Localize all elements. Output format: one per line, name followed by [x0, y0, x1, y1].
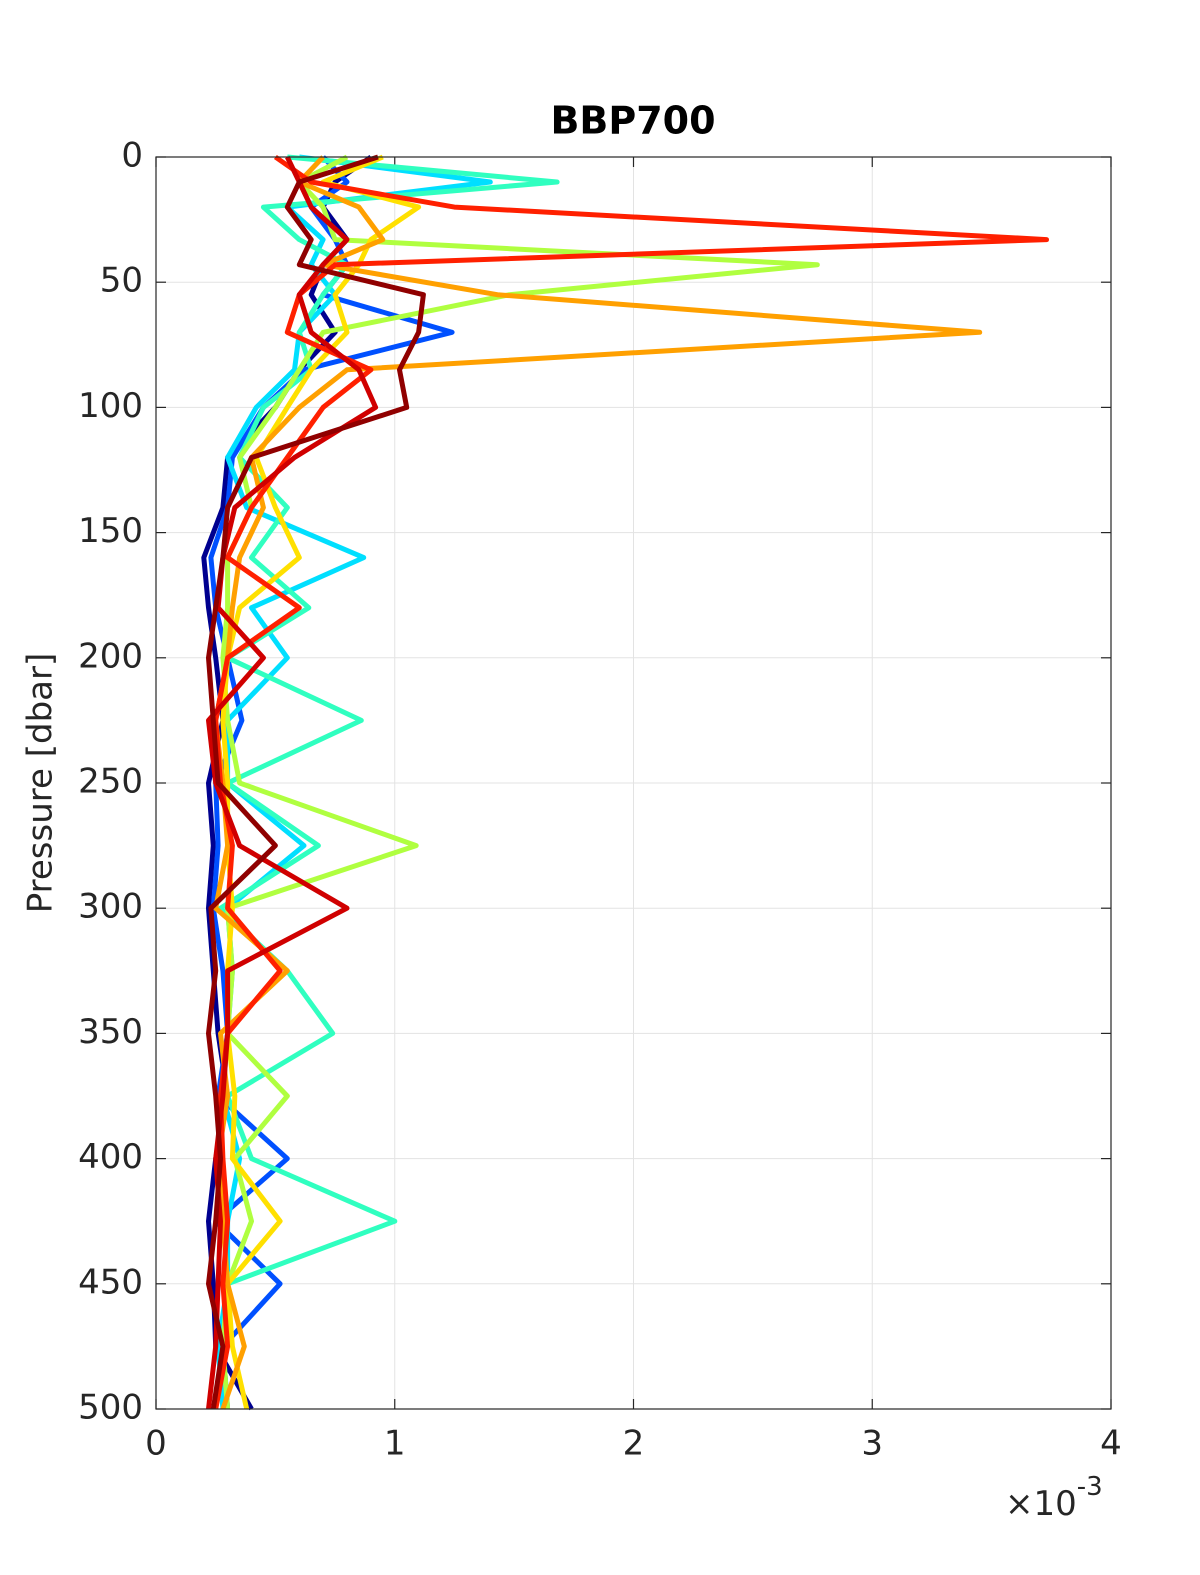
x-tick-label: 4	[1100, 1424, 1122, 1464]
plot-frame	[155, 156, 1112, 1410]
y-tick-label: 100	[78, 386, 143, 426]
x-multiplier-base: ×10	[1005, 1484, 1077, 1524]
y-tick-label: 150	[78, 511, 143, 551]
y-axis-label: Pressure [dbar]	[21, 653, 61, 914]
y-tick-label: 500	[78, 1388, 143, 1428]
y-tick-label: 300	[78, 887, 143, 927]
chart-title: BBP700	[550, 99, 715, 143]
y-tick-label: 400	[78, 1137, 143, 1177]
profile-line	[206, 154, 426, 1410]
x-tick-label: 3	[861, 1424, 883, 1464]
x-exponent: -3	[1077, 1472, 1103, 1502]
y-tick-label: 50	[100, 261, 143, 301]
x-multiplier: ×10-3	[1005, 1472, 1103, 1524]
y-tick-label: 250	[78, 762, 143, 802]
x-tick-label: 2	[623, 1424, 645, 1464]
y-tick-label: 0	[121, 136, 143, 176]
y-tick-label: 450	[78, 1262, 143, 1302]
x-tick-label: 1	[384, 1424, 406, 1464]
profile-line	[220, 154, 820, 1410]
y-tick-label: 200	[78, 636, 143, 676]
x-tick-label: 0	[145, 1424, 167, 1464]
y-tick-label: 350	[78, 1012, 143, 1052]
